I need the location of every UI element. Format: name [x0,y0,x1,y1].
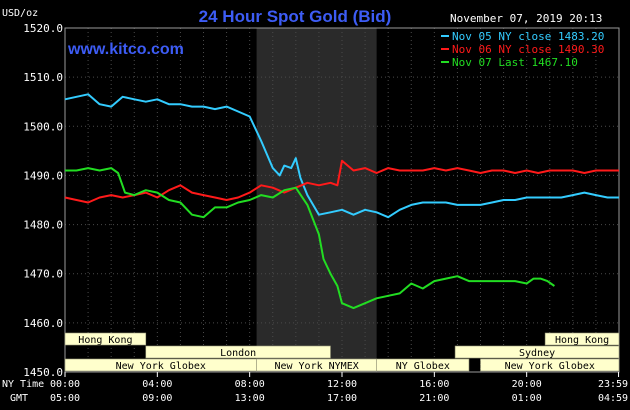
market-bar-hong-kong: Hong Kong [544,332,620,346]
market-bar-label: Hong Kong [555,335,609,346]
x-tick-label-ny: 08:00 [235,379,265,390]
market-bar-label: Sydney [519,348,555,359]
legend-entry-3: Nov 07 Last 1467.10 [452,56,578,69]
y-axis-label: USD/oz [2,8,38,19]
x-tick-label-gmt: 21:00 [419,393,449,404]
y-tick-label: 1500.0 [23,120,63,133]
market-bar-new-york-globex: New York Globex [64,358,257,372]
x-tick-label-gmt: 04:59 [598,393,628,404]
y-tick-label: 1480.0 [23,219,63,232]
market-bar-fill [454,345,620,359]
market-bar-label: New York NYMEX [274,361,358,372]
market-bar-new-york-globex: New York Globex [480,358,620,372]
market-bar-fill [376,358,470,372]
series-line-3 [65,167,555,310]
market-bar-label: New York Globex [505,361,595,372]
market-bar-sydney: Sydney [454,345,620,359]
y-tick-label: 1510.0 [23,71,63,84]
market-bar-fill [64,332,147,346]
y-tick-label: 1520.0 [23,22,63,35]
market-session-bars: Hong Kong Hong Kong London Sydney New York G… [64,332,620,372]
series-line-1 [64,93,619,219]
market-bar-fill [480,358,620,372]
date-time-label: November 07, 2019 20:13 [450,12,602,25]
y-tick-label: 1490.0 [23,169,63,182]
market-bar-label: Hong Kong [78,335,132,346]
x-tick-label-ny: 04:00 [142,379,172,390]
y-tick-label: 1460.0 [23,317,63,330]
legend-entry-1: Nov 05 NY close 1483.20 [452,30,604,43]
chart-title: 24 Hour Spot Gold (Bid) [199,7,392,26]
x-tick-label-gmt: 09:00 [142,393,172,404]
x-tick-label-gmt: 01:00 [512,393,542,404]
x-tick-label-ny: 23:59 [598,379,628,390]
x-tick-label-ny: 12:00 [327,379,357,390]
price-series-lines [64,93,619,310]
y-tick-label: 1450.0 [23,366,63,379]
x-tick-label-ny: 20:00 [512,379,542,390]
market-bar-label: New York Globex [116,361,206,372]
x-tick-labels: 00:00 05:00 04:00 09:00 08:00 13:00 12:00 17:00… [50,372,628,404]
series-line-2 [64,159,619,204]
market-bar-fill [544,332,620,346]
x-row-label-ny-time: NY Time [2,379,44,390]
market-bar-london: London [145,345,331,359]
market-bar-label: NY Globex [396,361,450,372]
x-tick-label-gmt: 05:00 [50,393,80,404]
y-tick-label: 1470.0 [23,268,63,281]
website-label: www.kitco.com [67,41,184,58]
grid-lines [65,27,619,373]
market-bar-ny-globex: NY Globex [376,358,470,372]
market-bar-label: London [220,348,256,359]
legend-entry-2: Nov 06 NY close 1490.30 [452,43,604,56]
x-tick-label-gmt: 13:00 [235,393,265,404]
x-tick-label-ny: 16:00 [419,379,449,390]
x-tick-label-ny: 00:00 [50,379,80,390]
market-bar-new-york-nymex: New York NYMEX [256,358,377,372]
market-bar-hong-kong: Hong Kong [64,332,147,346]
nymex-session-highlight [256,28,377,372]
x-row-label-gmt: GMT [10,393,28,404]
market-bar-fill [145,345,331,359]
y-tick-labels: 1520.0 1510.0 1500.0 1490.0 1480.0 1470.0 1460… [23,22,63,379]
x-tick-label-gmt: 17:00 [327,393,357,404]
